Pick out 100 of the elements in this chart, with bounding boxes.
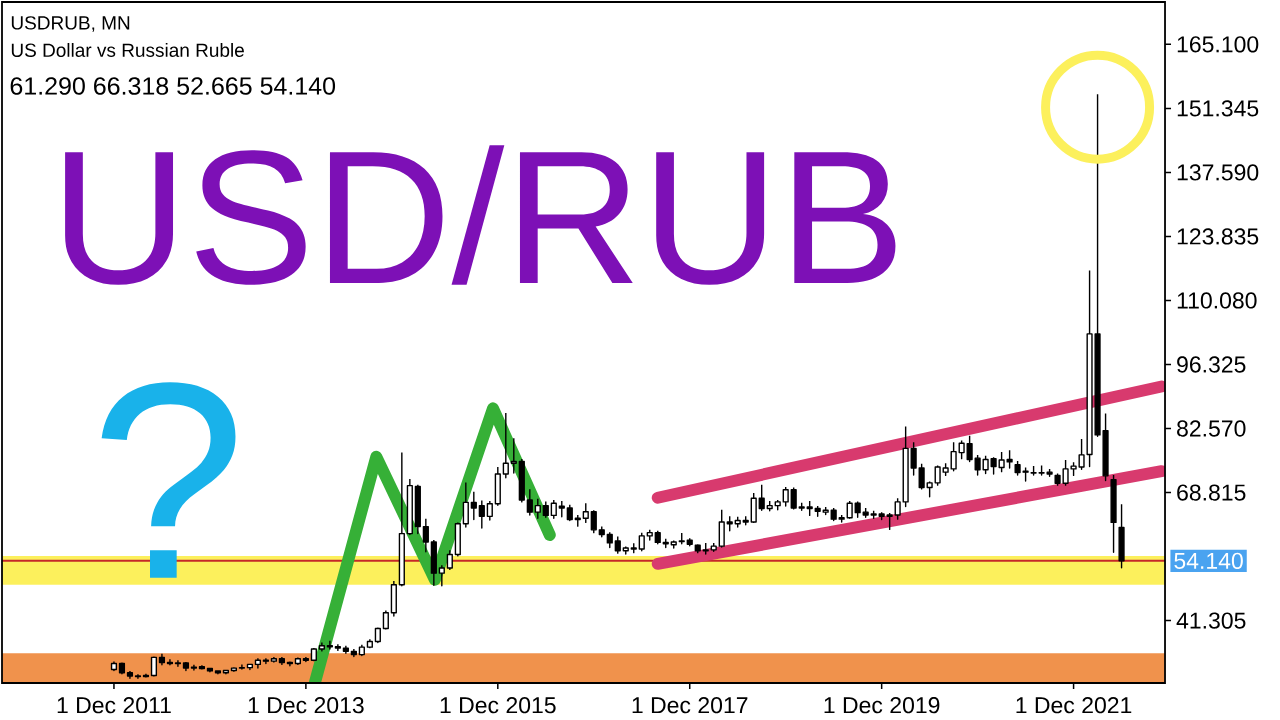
candlestick (238, 663, 245, 670)
candlestick (622, 545, 629, 555)
candlestick (638, 531, 645, 552)
candlestick (750, 492, 757, 524)
candlestick (422, 517, 429, 553)
candlestick (950, 441, 957, 472)
ref-line-label: 54.140 (1174, 552, 1243, 569)
candlestick (182, 661, 190, 672)
candlestick (206, 667, 214, 673)
annotation: ? (101, 382, 236, 578)
candlestick (374, 626, 381, 644)
candlestick (1110, 474, 1117, 553)
candlestick (878, 511, 885, 521)
candlestick (814, 505, 821, 518)
candlestick (310, 647, 317, 662)
candlestick (166, 658, 174, 666)
candlestick (278, 656, 285, 666)
candlestick (246, 663, 253, 671)
candlestick (446, 549, 453, 571)
candlestick (414, 484, 421, 535)
candlestick (438, 564, 445, 587)
candlestick (702, 542, 709, 555)
candlestick (478, 499, 485, 529)
y-tick-label: 110.080 (1177, 292, 1257, 309)
candlestick (910, 441, 917, 476)
x-tick-label: 1 Dec 2013 (248, 697, 364, 714)
y-tick-label: 123.835 (1177, 228, 1259, 245)
x-tick-label: 1 Dec 2011 (57, 697, 171, 714)
x-tick-label: 1 Dec 2019 (824, 697, 940, 714)
candlestick (326, 639, 333, 650)
candlestick (942, 462, 949, 477)
candlestick (110, 660, 118, 672)
candlestick (518, 458, 525, 503)
candlestick (502, 412, 509, 479)
candlestick (566, 504, 573, 522)
candlestick (742, 515, 749, 526)
candlestick (934, 464, 941, 486)
candlestick (486, 500, 493, 521)
candlestick (798, 502, 805, 511)
y-tick-label: 96.325 (1177, 356, 1246, 373)
y-tick-label: 82.570 (1177, 420, 1246, 437)
y-tick-label: 151.345 (1177, 100, 1259, 117)
candlestick (686, 537, 693, 547)
candlestick (958, 439, 965, 460)
candlestick (350, 648, 357, 658)
candlestick (470, 490, 477, 521)
candlestick (1030, 465, 1037, 476)
candlestick (1118, 503, 1125, 569)
candlestick (118, 661, 126, 675)
y-tick-label: 137.590 (1177, 164, 1259, 181)
candlestick (542, 500, 549, 518)
x-tick-label: 1 Dec 2017 (632, 697, 748, 714)
candlestick (902, 425, 909, 508)
candlestick (254, 657, 261, 669)
candlestick (998, 451, 1005, 473)
candlestick (654, 530, 661, 545)
candlestick (358, 644, 365, 657)
candlestick (454, 521, 461, 557)
candlestick (774, 499, 781, 511)
candlestick (462, 481, 469, 528)
candlestick (838, 514, 845, 523)
x-tick-label: 1 Dec 2015 (440, 697, 556, 714)
candlestick (190, 664, 198, 671)
y-tick-label: 68.815 (1177, 484, 1246, 501)
candlestick (974, 454, 981, 476)
candlestick (150, 655, 158, 677)
candlestick (670, 539, 677, 549)
candlestick (854, 500, 861, 518)
candlestick (550, 499, 557, 519)
candlestick (286, 660, 293, 667)
x-tick-label: 1 Dec 2021 (1016, 697, 1132, 714)
candlestick (894, 497, 901, 520)
candlestick (302, 656, 309, 663)
candlestick (782, 486, 789, 507)
candlestick (366, 638, 373, 649)
candlestick (534, 497, 541, 519)
candlestick (526, 488, 533, 516)
candlestick (390, 580, 397, 617)
candlestick (558, 500, 565, 518)
candlestick (406, 478, 413, 536)
candlestick (982, 455, 989, 475)
candlestick (790, 486, 797, 510)
candlestick (398, 451, 405, 587)
text: US Dollar vs Russian Ruble (11, 43, 244, 57)
candlestick (174, 659, 182, 667)
y-tick-label: 165.100 (1177, 36, 1259, 53)
annotation: 61.290 66.318 52.665 54.140 (10, 77, 336, 95)
candlestick (126, 670, 134, 680)
candlestick (270, 656, 277, 663)
candlestick (158, 652, 166, 666)
candlestick (614, 535, 621, 554)
candlestick (846, 500, 853, 519)
candlestick (230, 666, 237, 673)
candlestick (382, 609, 389, 630)
candlestick (590, 509, 597, 534)
candlestick (598, 525, 605, 538)
y-tick-label: 41.305 (1176, 612, 1246, 629)
candlestick (726, 515, 733, 532)
candlestick (318, 641, 325, 652)
candlestick (830, 507, 837, 522)
